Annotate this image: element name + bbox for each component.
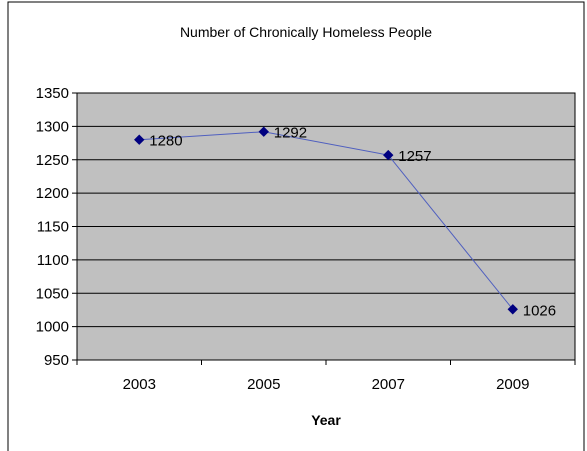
y-tick-label: 1300 (36, 118, 69, 135)
y-tick-label: 950 (44, 352, 69, 369)
x-tick-label: 2009 (496, 376, 529, 393)
data-label: 1026 (523, 302, 556, 319)
data-label: 1280 (149, 133, 182, 150)
data-label: 1257 (398, 148, 431, 165)
chart-border (7, 1, 585, 451)
x-axis-ticks: 2003 2005 2007 2009 (76, 360, 576, 393)
y-tick-label: 1000 (36, 319, 69, 336)
chart-title: Number of Chronically Homeless People (180, 24, 432, 40)
data-point-marker (134, 134, 145, 145)
series-line: 1280 1292 1257 1026 (134, 125, 556, 319)
data-point-marker (383, 149, 394, 161)
y-tick-label: 1350 (36, 85, 69, 102)
y-tick-label: 1150 (37, 219, 69, 236)
y-tick-label: 1100 (37, 252, 69, 269)
gridlines (77, 125, 575, 328)
y-axis-ticks: 950 1000 1050 1100 1150 1200 1250 1300 1350 (36, 85, 77, 369)
x-tick-label: 2003 (123, 376, 156, 393)
series-polyline (139, 131, 514, 310)
y-tick-label: 1250 (36, 152, 69, 169)
y-tick-label: 1050 (36, 285, 69, 302)
data-point-marker (507, 304, 518, 315)
y-tick-label: 1200 (36, 185, 69, 202)
x-axis-title: Year (311, 412, 341, 428)
data-point-marker (258, 126, 269, 137)
x-tick-label: 2005 (247, 376, 280, 393)
x-tick-label: 2007 (372, 376, 405, 393)
data-label: 1292 (274, 125, 307, 142)
